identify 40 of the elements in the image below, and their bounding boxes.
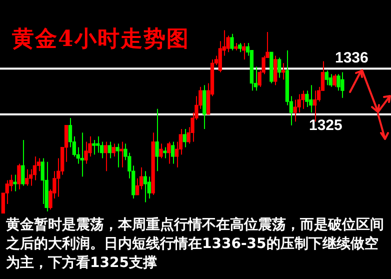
text: 黄金暂时是震荡，本周重点行情不在高位震荡，而是破位区间之后的大利润。日内短线行情在1336-35的压制下继续做空为主，下方看1325支撑 [6,216,385,273]
candlestick [167,141,171,164]
candlestick [80,132,84,178]
candlestick [281,62,286,80]
candlestick [112,143,116,157]
candlestick [13,174,17,192]
candlestick [116,143,120,168]
candlestick [324,70,328,86]
candlestick [309,84,313,114]
candlestick [230,33,234,51]
candlestick [238,42,242,53]
candlestick [274,55,278,86]
candlestick [120,141,124,168]
candlestick [182,128,186,148]
candlestick [104,141,108,172]
candlestick [170,141,175,164]
annotation: 1325 [309,117,342,134]
candlestick [305,90,309,108]
candlestick [155,108,159,172]
candlestick [24,168,29,186]
candlestick [332,74,336,88]
candlestick [92,139,96,156]
candlestick [84,141,88,164]
chart-title: 黄金4小时走势图 [12,25,190,54]
candlestick [328,74,332,88]
candlestick [163,146,167,159]
annotation: 1336 [335,49,368,66]
candlestick [277,57,282,78]
candlestick [21,139,25,186]
candlestick [17,163,21,190]
candlestick [293,99,297,122]
candlestick [108,141,112,159]
candlestick [340,72,344,98]
candlestick [301,90,305,110]
candlestick [96,136,100,154]
candlestick [143,170,148,203]
candlestick [40,158,44,205]
candlestick [135,178,140,196]
candlestick [159,143,163,159]
candlestick [218,40,222,73]
